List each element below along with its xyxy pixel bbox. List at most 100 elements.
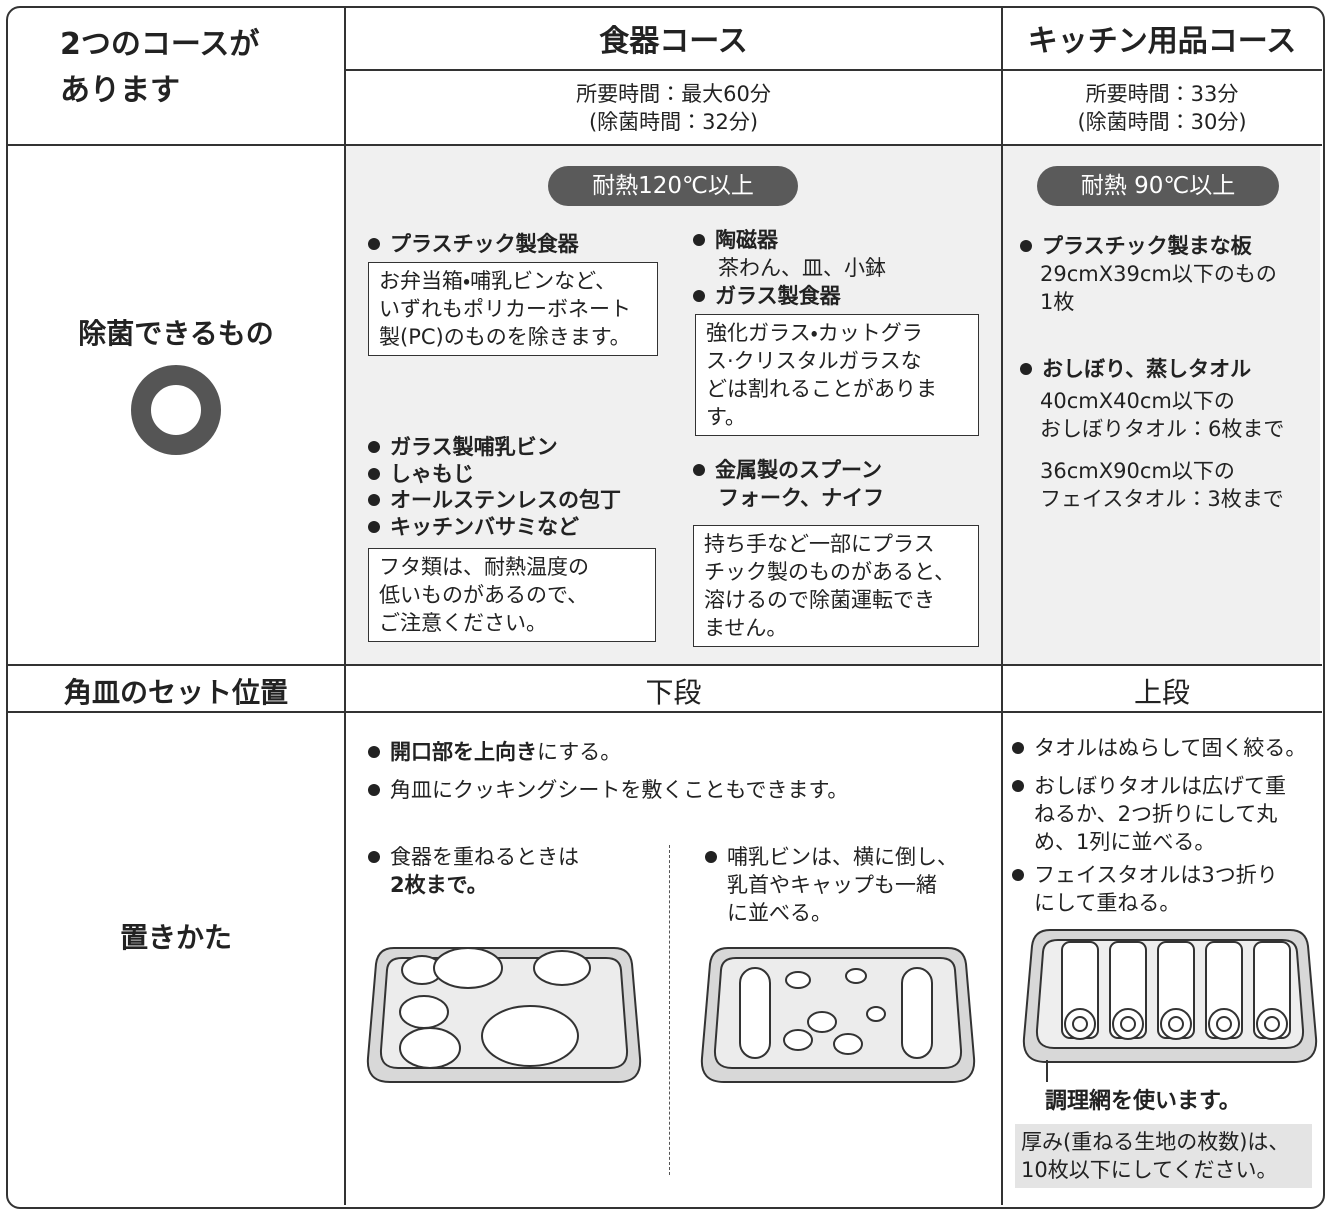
text: フタ類は、耐熱温度の [379, 555, 589, 579]
divider [8, 711, 1322, 713]
shape [866, 1006, 886, 1022]
shape [433, 947, 503, 989]
text: 厚み(重ねる生地の枚数)は、 [1021, 1130, 1290, 1154]
text: 29cmX39cm以下のもの [1040, 262, 1277, 286]
text: め、1列に並べる。 [1034, 830, 1216, 854]
shape: 食器を重ねるときは [368, 843, 579, 871]
divider [8, 664, 1322, 666]
text: タオルはぬらして固く絞る。 [1034, 736, 1307, 760]
text: 36cmX90cm以下の [1040, 459, 1235, 483]
shape: プラスチック製まな板 [1020, 232, 1277, 260]
bullet [368, 467, 380, 480]
text: チック製のものがあると、 [704, 560, 956, 584]
bullet [1020, 240, 1032, 252]
course-name: 食器コース [599, 24, 748, 59]
shape: フェイスタオルは3つ折り [1012, 861, 1306, 889]
shape: ガラス製哺乳ビン [368, 434, 621, 461]
bullet [1012, 780, 1024, 792]
shape [1072, 1016, 1088, 1032]
bullet [705, 851, 717, 863]
item-list: ガラス製哺乳ビン しゃもじ オールステンレスの包丁 キッチンバサミなど [368, 434, 621, 540]
text: 持ち手など一部にプラス [704, 532, 935, 556]
shape: 角皿にクッキングシートを敷くこともできます。 [368, 771, 848, 809]
shape [845, 968, 867, 984]
tray-illustration [366, 947, 642, 1083]
text: プラスチック製まな板 [1042, 234, 1252, 258]
item: プラスチック製まな板 29cmX39cm以下のもの 1枚 [1020, 232, 1277, 316]
bullet [368, 441, 380, 453]
shape: ガラス製食器 [693, 282, 886, 310]
title: 2つのコースが あります [60, 22, 259, 114]
divider [1001, 8, 1003, 1205]
text: あります [60, 73, 180, 108]
bullet [368, 238, 380, 250]
shape: おしぼり、蒸しタオル [1020, 355, 1284, 383]
shape: タオルはぬらして固く絞る。 [1012, 734, 1306, 762]
text: 2つのコースが [60, 27, 260, 62]
shape [1168, 1016, 1184, 1032]
bullet [368, 851, 380, 863]
text: フェイスタオルは3つ折り [1034, 863, 1278, 887]
text: ません。 [704, 616, 788, 640]
bullet [368, 520, 380, 533]
shape: 哺乳ビンは、横に倒し、 [705, 843, 958, 871]
text: にして重ねる。 [1034, 891, 1181, 915]
text: フォーク、ナイフ [718, 486, 885, 510]
shape [833, 1033, 863, 1055]
text: どは割れることがありま [706, 377, 937, 401]
text: ス·クリスタルガラスな [706, 349, 922, 373]
text: 金属製のスプーン [715, 458, 882, 482]
note: 持ち手など一部にプラス チック製のものがあると、 溶けるので除菌運転でき ません。 [693, 525, 979, 647]
row-label: 除菌できるもの [78, 317, 274, 350]
course-name: キッチン用品コース [1027, 24, 1297, 59]
text: 乳首やキャップも一緒 [727, 873, 937, 897]
shape [399, 995, 449, 1029]
divider [669, 845, 670, 1175]
note: 強化ガラス・カットグラ ス·クリスタルガラスな どは割れることがありま す。 [695, 314, 979, 436]
text: す。 [706, 405, 746, 429]
bullet [693, 234, 705, 246]
text: 陶磁器 [715, 228, 778, 252]
shape [901, 967, 933, 1059]
text: (除菌時間：30分) [1077, 110, 1247, 134]
text: ご注意ください。 [379, 611, 547, 635]
shape [783, 1029, 813, 1051]
shape [807, 1011, 837, 1033]
item: 陶磁器 茶わん、皿、小鉢 ガラス製食器 [693, 226, 886, 310]
text: 哺乳ビンは、横に倒し、 [727, 845, 958, 869]
course-time: 所要時間：最大60分 (除菌時間：32分) [346, 80, 1001, 136]
text: プラスチック製食器 [390, 232, 579, 256]
text: 40cmX40cm以下の [1040, 389, 1235, 413]
text: フェイスタオル：3枚まで [1040, 487, 1284, 511]
divider [8, 144, 1322, 146]
text: 所要時間：最大60分 [576, 82, 771, 106]
shape [739, 967, 771, 1059]
tray-level: 下段 [645, 676, 702, 709]
text: 所要時間：33分 [1085, 82, 1239, 106]
course-time: 所要時間：33分 (除菌時間：30分) [1003, 80, 1321, 136]
shape [1216, 1016, 1232, 1032]
bullet [368, 494, 380, 506]
shape: 金属製のスプーン [693, 456, 884, 484]
shape: 陶磁器 [693, 226, 886, 254]
text: (除菌時間：32分) [588, 110, 759, 134]
badge: 耐熱 90℃以上 [1037, 166, 1279, 206]
shape [1120, 1016, 1136, 1032]
table-frame [6, 6, 1325, 1209]
text: 10枚以下にしてください。 [1021, 1158, 1278, 1182]
note: 厚み(重ねる生地の枚数)は、 10枚以下にしてください。 [1015, 1124, 1312, 1188]
item: プラスチック製食器 [368, 230, 579, 258]
divider [344, 8, 346, 1205]
shape [399, 1027, 461, 1069]
item: おしぼり、蒸しタオル 40cmX40cm以下の おしぼりタオル：6枚まで 36c… [1020, 355, 1284, 513]
text: キッチンバサミなど [390, 514, 579, 539]
instructions: タオルはぬらして固く絞る。 おしぼりタオルは広げて重 ねるか、2つ折りにして丸 … [1012, 734, 1306, 917]
text: 茶わん、皿、小鉢 [718, 256, 886, 280]
shape: 開口部を上向きにする。 [368, 733, 848, 771]
bullet [1020, 363, 1032, 375]
text: 1枚 [1040, 290, 1075, 314]
badge: 耐熱120℃以上 [548, 166, 798, 206]
divider [345, 69, 1322, 71]
tray-level: 上段 [1133, 676, 1190, 709]
